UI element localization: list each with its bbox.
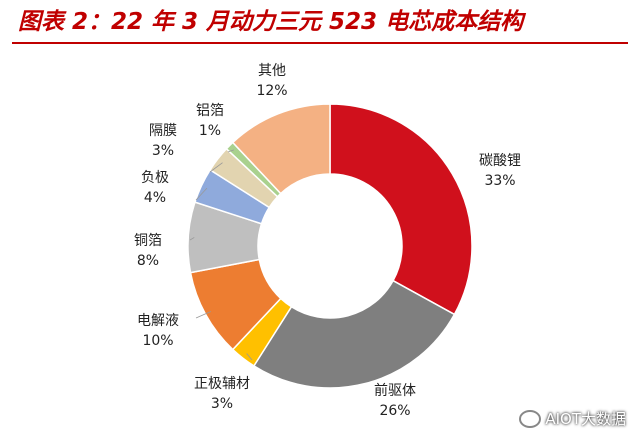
slice-label-9: 其他 bbox=[258, 63, 286, 79]
leader-line-3 bbox=[246, 353, 253, 361]
title-underline bbox=[12, 42, 628, 44]
slice-label-7: 隔膜 bbox=[149, 123, 177, 139]
wechat-icon bbox=[519, 409, 542, 428]
chart-title: 图表 2：22 年 3 月动力三元 523 电芯成本结构 bbox=[18, 9, 524, 35]
donut-slices bbox=[187, 103, 473, 389]
leader-line-4 bbox=[195, 311, 211, 319]
slice-value-2: 26% bbox=[379, 403, 410, 419]
slice-value-9: 12% bbox=[256, 83, 287, 99]
slice-value-6: 4% bbox=[144, 190, 166, 206]
slice-label-1: 碳酸锂 bbox=[479, 153, 521, 169]
leader-line-6 bbox=[195, 187, 208, 201]
slice-value-5: 8% bbox=[137, 253, 159, 269]
leader-lines bbox=[189, 149, 253, 361]
slice-label-2: 前驱体 bbox=[374, 382, 416, 399]
watermark: AIOT大数据 bbox=[519, 408, 626, 429]
slice-9 bbox=[231, 103, 331, 195]
leader-line-7 bbox=[209, 162, 223, 173]
watermark-text: AIOT大数据 bbox=[545, 410, 626, 428]
slice-label-8: 铝箔 bbox=[196, 103, 224, 119]
slice-label-5: 铜箔 bbox=[134, 233, 162, 249]
slice-label-3: 正极辅材 bbox=[194, 376, 250, 392]
slice-labels: 碳酸锂 33% 前驱体 26% 正极辅材 3% 电解液 10% 铜箔 8% 负极 4% 隔膜 3% 铝箔 1%… bbox=[134, 63, 521, 419]
slice-value-7: 3% bbox=[152, 143, 174, 159]
leader-line-8 bbox=[227, 149, 234, 153]
leader-line-5 bbox=[189, 237, 195, 241]
slice-2 bbox=[252, 279, 456, 389]
slice-label-6: 负极 bbox=[141, 170, 169, 186]
slice-value-4: 10% bbox=[142, 333, 173, 349]
slice-label-4: 电解液 bbox=[137, 313, 179, 329]
slice-value-3: 3% bbox=[211, 396, 233, 412]
slice-1 bbox=[329, 103, 473, 316]
slice-value-8: 1% bbox=[199, 123, 221, 139]
slice-value-1: 33% bbox=[484, 173, 515, 189]
